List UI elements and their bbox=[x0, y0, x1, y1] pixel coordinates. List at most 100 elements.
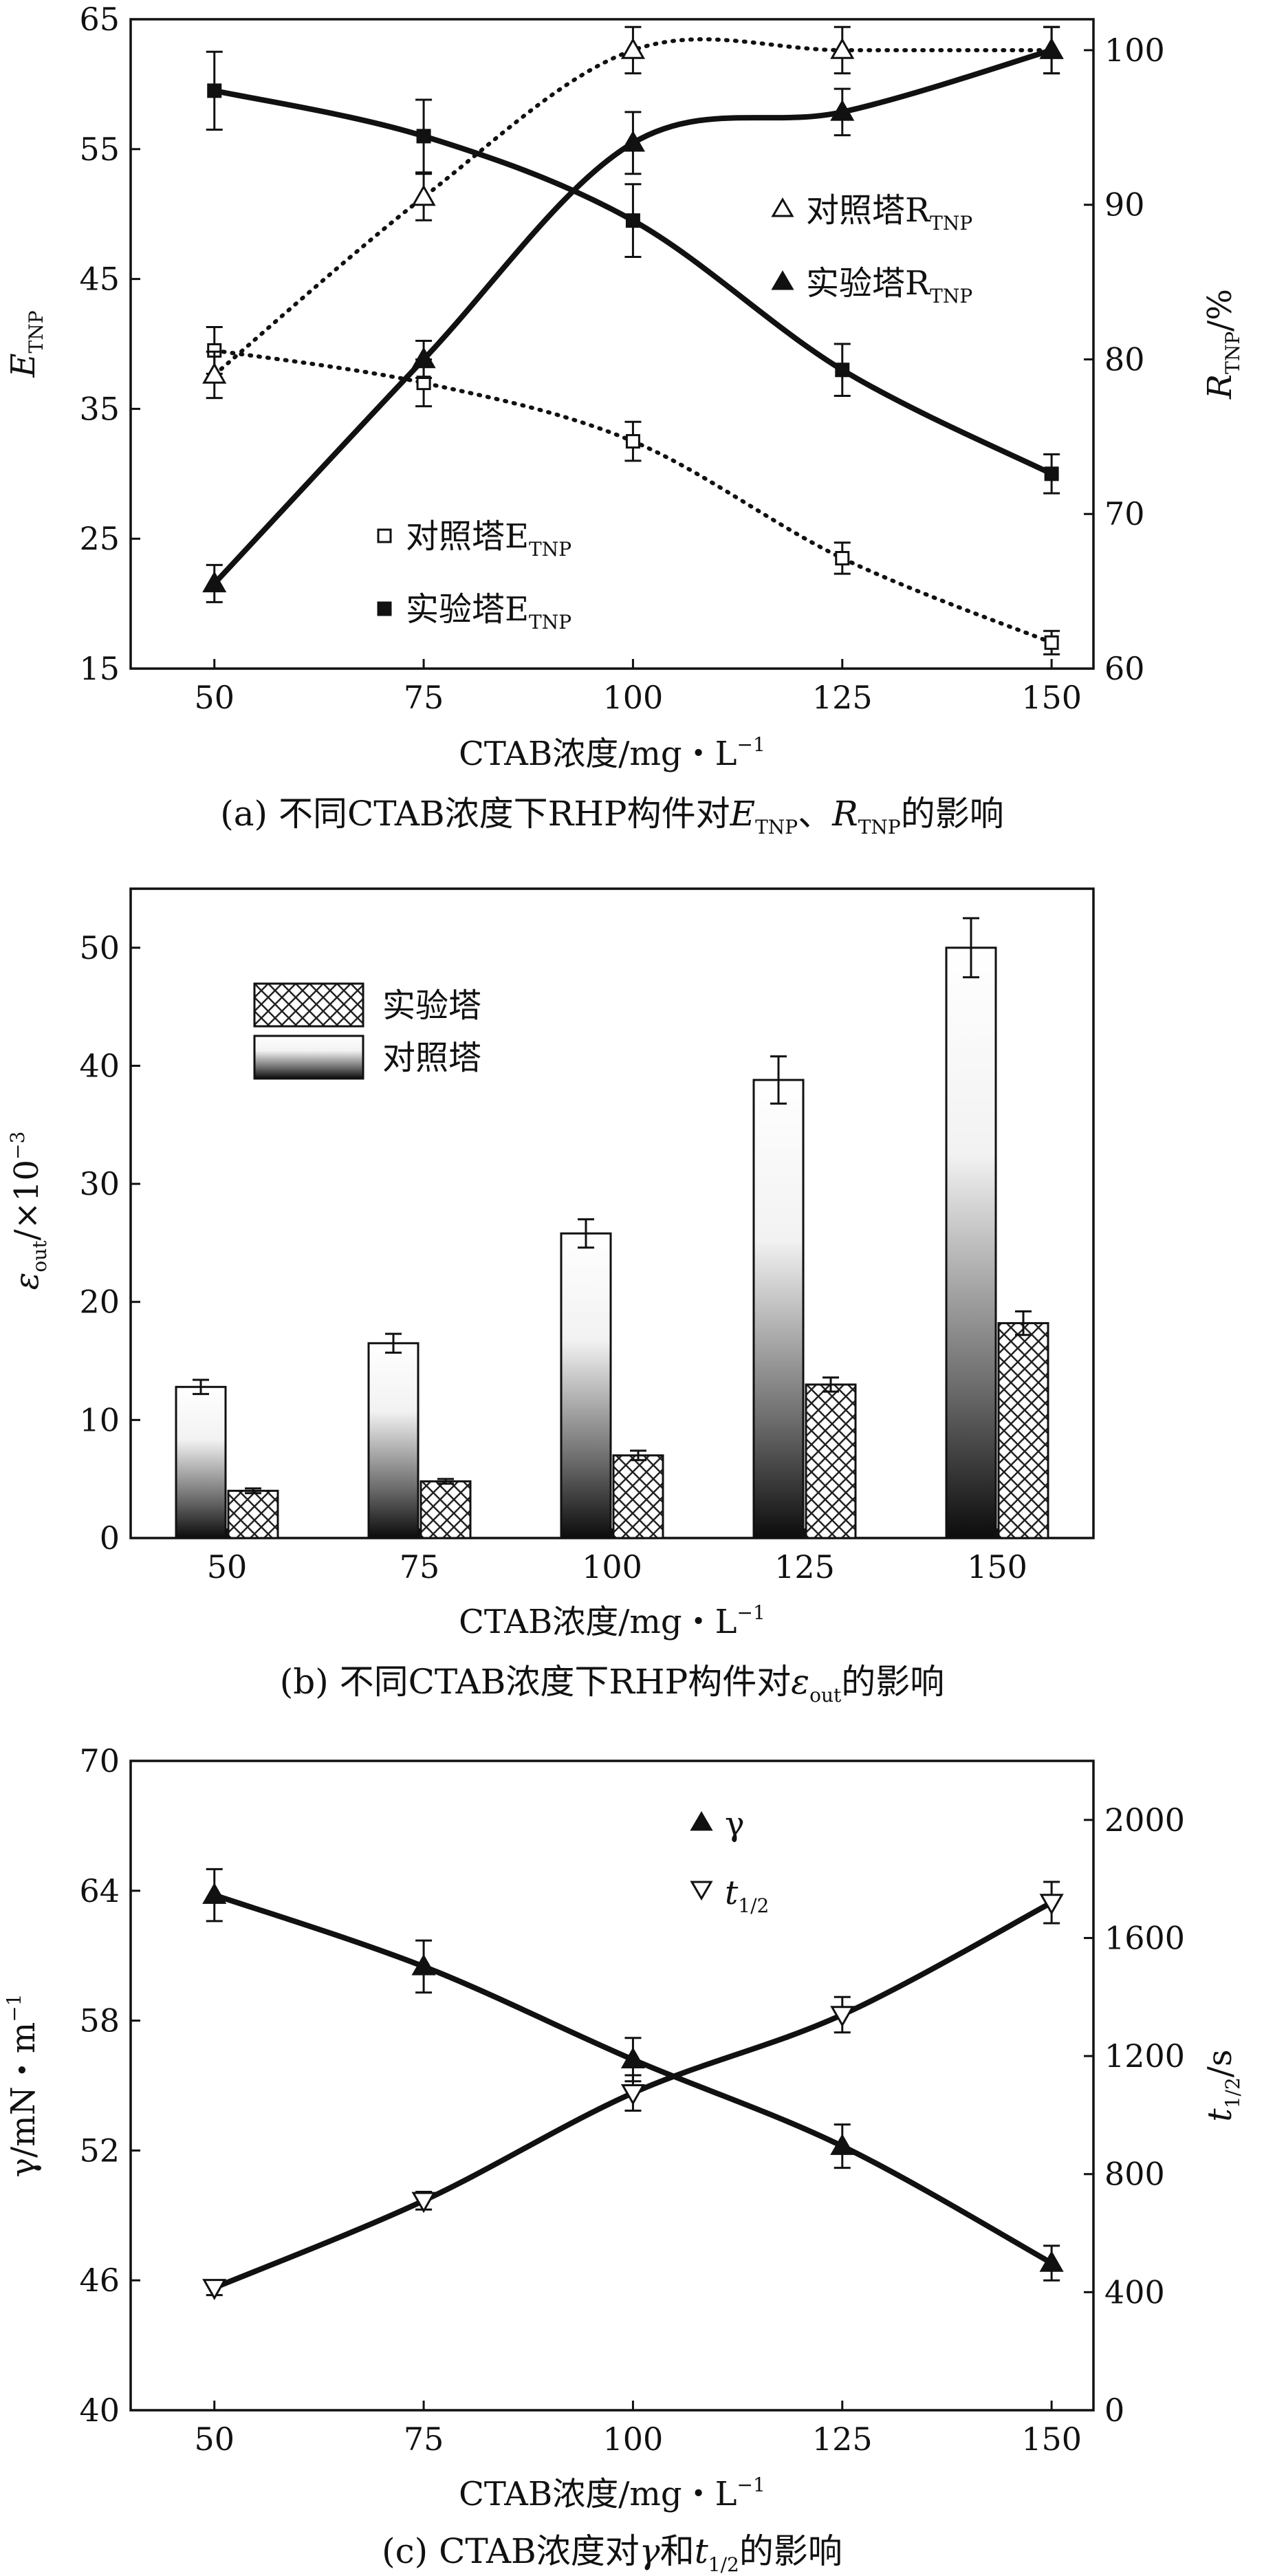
c-thalf-point bbox=[411, 2191, 436, 2214]
c-thalf-point bbox=[1039, 1894, 1064, 1915]
a-xtick-label: 150 bbox=[1021, 679, 1082, 716]
svg-text:γ: γ bbox=[725, 1805, 745, 1843]
c-ytick-right-label: 1600 bbox=[1104, 1919, 1185, 1956]
panel-a-line-chart: 50 75 100 125 150 15 25 35 45 55 65 60 70 80 90 100 ETN… bbox=[4, 1, 1244, 838]
b-ytick-label: 20 bbox=[79, 1284, 120, 1321]
c-gamma-point bbox=[1039, 2251, 1064, 2272]
panel-a-xlabel: CTAB浓度/mg・L−1 bbox=[459, 733, 765, 773]
panel-a-legend-left: 对照塔ETNP 实验塔ETNP bbox=[377, 517, 571, 634]
a-ytick-left-label: 45 bbox=[79, 261, 120, 298]
a-ytick-right-label: 100 bbox=[1104, 32, 1165, 69]
a-expR-point bbox=[411, 347, 436, 369]
c-ytick-right-label: 1200 bbox=[1104, 2037, 1185, 2075]
b-bar-exp bbox=[997, 1322, 1049, 1539]
b-ytick-label: 0 bbox=[100, 1519, 120, 1557]
panel-a-caption: (a) 不同CTAB浓度下RHP构件对ETNP、RTNP的影响 bbox=[220, 794, 1004, 838]
b-xtick-label: 75 bbox=[400, 1548, 440, 1585]
a-ytick-left-label: 65 bbox=[79, 1, 120, 38]
legend-triangle-filled-icon bbox=[771, 270, 794, 290]
a-ctrlE-point bbox=[835, 551, 850, 566]
panel-c-ylabel-right: t1/2/s bbox=[1201, 2049, 1244, 2121]
panel-b-caption: (b) 不同CTAB浓度下RHP构件对εout的影响 bbox=[280, 1662, 945, 1707]
b-xtick-label: 125 bbox=[774, 1548, 835, 1585]
svg-text:实验塔RTNP: 实验塔RTNP bbox=[806, 264, 972, 307]
b-xtick-label: 100 bbox=[582, 1548, 642, 1585]
a-ytick-left-label: 35 bbox=[79, 390, 120, 427]
panel-a-legend-right: 对照塔RTNP 实验塔RTNP bbox=[771, 191, 972, 307]
b-ytick-label: 50 bbox=[79, 929, 120, 966]
b-bar-exp bbox=[419, 1480, 472, 1539]
svg-text:实验塔: 实验塔 bbox=[382, 986, 481, 1025]
a-xtick-label: 100 bbox=[603, 679, 664, 716]
c-xtick-label: 100 bbox=[603, 2421, 664, 2458]
a-xtick-label: 50 bbox=[194, 679, 235, 716]
a-ytick-right-label: 70 bbox=[1104, 495, 1145, 532]
a-expE-point bbox=[1044, 466, 1059, 481]
panel-a-ylabel-right: RTNP/% bbox=[1201, 289, 1244, 400]
c-xtick-label: 125 bbox=[812, 2421, 873, 2458]
svg-text:对照塔: 对照塔 bbox=[382, 1039, 481, 1077]
c-ytick-left-label: 40 bbox=[79, 2392, 120, 2429]
panel-c-caption: (c) CTAB浓度对γ和t1/2的影响 bbox=[382, 2531, 842, 2576]
legend-triangle-filled-icon bbox=[690, 1811, 713, 1831]
svg-text:对照塔RTNP: 对照塔RTNP bbox=[806, 191, 972, 235]
a-ctrlR-point bbox=[830, 37, 855, 59]
c-ytick-left-label: 58 bbox=[79, 2002, 120, 2039]
a-series-ctrlR-line bbox=[212, 37, 1054, 377]
panel-c-ylabel-left: γ/mN・m−1 bbox=[3, 1993, 43, 2177]
b-bar-ctrl bbox=[560, 1232, 612, 1539]
a-ytick-right-label: 60 bbox=[1104, 650, 1145, 687]
b-bar-ctrl bbox=[945, 946, 997, 1539]
a-ytick-left-label: 15 bbox=[79, 650, 120, 687]
b-bar-exp bbox=[612, 1454, 664, 1539]
b-exp-errbar bbox=[822, 1376, 839, 1393]
c-ytick-left-label: 64 bbox=[79, 1872, 120, 1909]
a-expR-point bbox=[830, 99, 855, 121]
c-xtick-label: 50 bbox=[194, 2421, 235, 2458]
legend-ctrl-e: 对照塔ETNP bbox=[377, 517, 571, 561]
b-ctrl-errbar bbox=[770, 1055, 787, 1105]
a-expE-point bbox=[625, 213, 640, 228]
a-ctrlE-point bbox=[625, 434, 640, 449]
panel-c-legend: γ t1/2 bbox=[690, 1805, 769, 1917]
legend-ctrl-r: 对照塔RTNP bbox=[771, 191, 972, 235]
panel-c-plot-frame bbox=[129, 1760, 1095, 2412]
c-gamma-point bbox=[620, 2047, 646, 2068]
b-ctrl-errbar bbox=[385, 1332, 402, 1354]
svg-text:t1/2: t1/2 bbox=[725, 1874, 769, 1917]
legend-square-open-icon bbox=[377, 528, 392, 543]
b-exp-errbar bbox=[630, 1449, 646, 1462]
b-bar-ctrl bbox=[175, 1385, 227, 1539]
c-ytick-right-label: 800 bbox=[1104, 2156, 1165, 2193]
a-series-ctrlE-line bbox=[212, 348, 1054, 645]
b-bar-ctrl bbox=[752, 1079, 805, 1539]
c-ytick-right-label: 400 bbox=[1104, 2273, 1165, 2310]
legend-gradient-swatch bbox=[253, 1035, 364, 1080]
a-ctrlE-point bbox=[1044, 635, 1059, 650]
legend-exp-e: 实验塔ETNP bbox=[377, 590, 571, 634]
a-ctrlR-point bbox=[620, 37, 646, 59]
legend-gamma: γ bbox=[690, 1805, 745, 1843]
c-ytick-left-label: 70 bbox=[79, 1742, 120, 1779]
c-ytick-left-label: 52 bbox=[79, 2132, 120, 2169]
legend-triangle-open-icon bbox=[771, 197, 794, 217]
a-ytick-left-label: 55 bbox=[79, 131, 120, 168]
legend-exp-r: 实验塔RTNP bbox=[771, 264, 972, 307]
legend-exp: 实验塔 bbox=[253, 982, 481, 1028]
b-bar-ctrl bbox=[367, 1342, 419, 1539]
a-ytick-left-label: 25 bbox=[79, 520, 120, 557]
b-ctrl-errbar bbox=[193, 1378, 209, 1396]
svg-text:实验塔ETNP: 实验塔ETNP bbox=[406, 590, 571, 634]
panel-b-ylabel: εout/×10−3 bbox=[6, 1132, 51, 1290]
c-xtick-label: 150 bbox=[1021, 2421, 1082, 2458]
b-exp-errbar bbox=[1015, 1310, 1032, 1336]
b-ctrl-errbar bbox=[578, 1218, 594, 1249]
b-exp-errbar bbox=[437, 1478, 454, 1485]
b-xtick-label: 50 bbox=[207, 1548, 248, 1585]
c-thalf-point bbox=[830, 2006, 855, 2028]
b-bar-exp bbox=[805, 1383, 857, 1539]
b-ytick-label: 10 bbox=[79, 1401, 120, 1438]
c-xtick-label: 75 bbox=[404, 2421, 444, 2458]
a-ctrlR-point bbox=[202, 362, 227, 384]
